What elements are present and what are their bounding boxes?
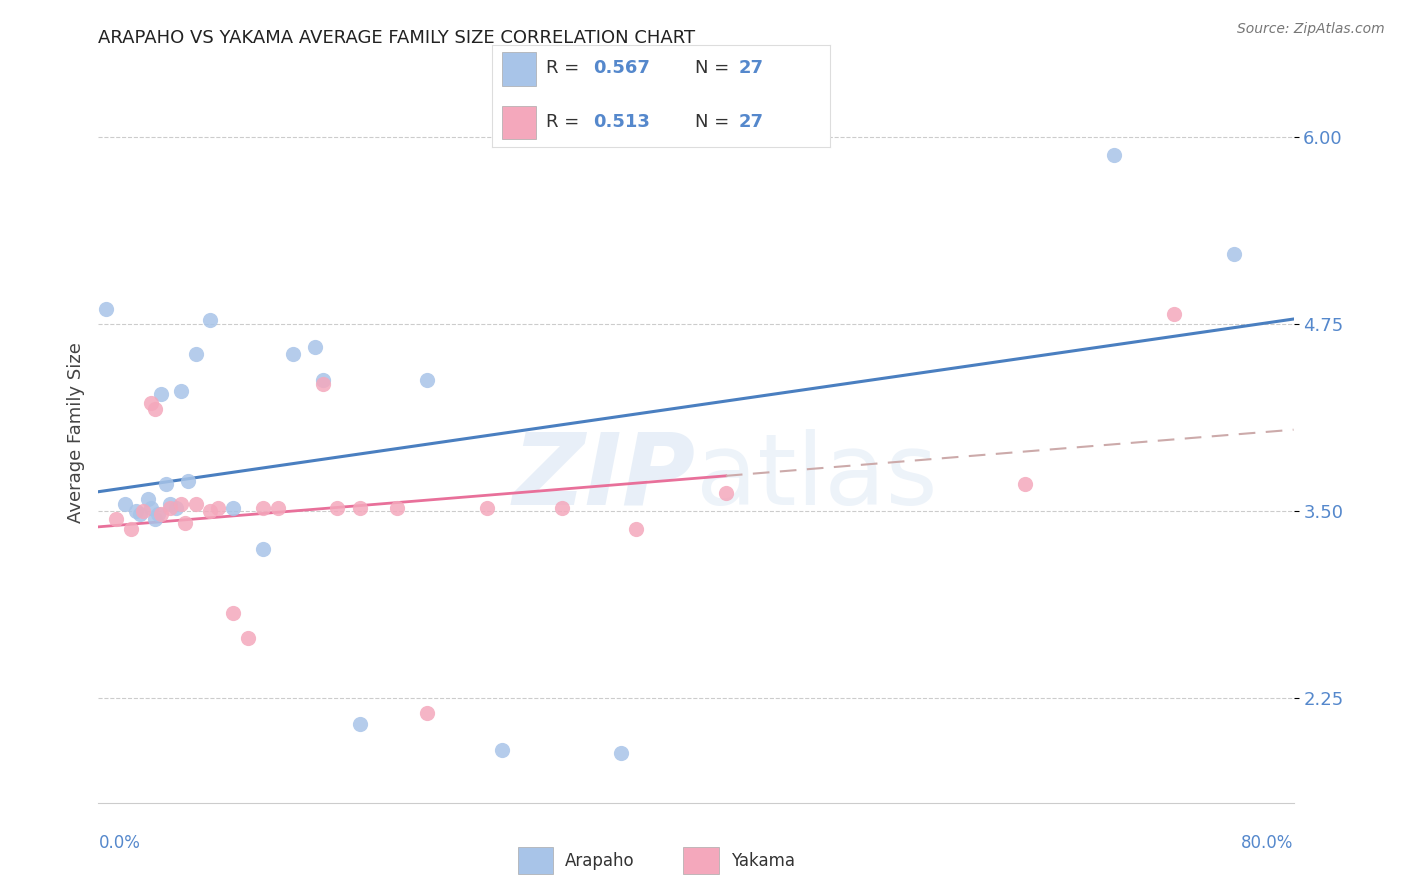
- Point: [416, 706, 439, 720]
- Point: [626, 522, 648, 536]
- FancyBboxPatch shape: [502, 106, 536, 139]
- Point: [349, 501, 371, 516]
- Text: 80.0%: 80.0%: [1241, 834, 1294, 852]
- Point: [159, 497, 181, 511]
- Point: [120, 522, 142, 536]
- Point: [610, 747, 633, 761]
- Point: [125, 504, 148, 518]
- Point: [143, 511, 166, 525]
- Point: [139, 501, 162, 516]
- Text: 27: 27: [738, 59, 763, 78]
- Point: [385, 501, 409, 516]
- Point: [475, 501, 498, 516]
- Text: R =: R =: [546, 59, 585, 78]
- Point: [311, 372, 333, 386]
- Text: N =: N =: [695, 59, 734, 78]
- Point: [169, 497, 191, 511]
- Point: [159, 501, 181, 516]
- Point: [1014, 477, 1036, 491]
- Text: Arapaho: Arapaho: [565, 852, 636, 870]
- Point: [148, 507, 170, 521]
- FancyBboxPatch shape: [502, 53, 536, 86]
- Text: Source: ZipAtlas.com: Source: ZipAtlas.com: [1237, 22, 1385, 37]
- Point: [150, 387, 173, 401]
- Point: [169, 384, 191, 399]
- FancyBboxPatch shape: [683, 847, 718, 874]
- Text: R =: R =: [546, 113, 585, 131]
- Point: [165, 501, 187, 516]
- FancyBboxPatch shape: [517, 847, 554, 874]
- Point: [177, 474, 200, 488]
- Text: 0.0%: 0.0%: [98, 834, 141, 852]
- Point: [139, 396, 162, 410]
- Point: [184, 347, 207, 361]
- Point: [326, 501, 349, 516]
- Point: [304, 340, 326, 354]
- Point: [129, 507, 152, 521]
- Point: [281, 347, 304, 361]
- Y-axis label: Average Family Size: Average Family Size: [66, 343, 84, 523]
- Point: [207, 501, 229, 516]
- Point: [94, 302, 117, 317]
- Point: [136, 492, 159, 507]
- Point: [1104, 148, 1126, 162]
- Text: 0.567: 0.567: [593, 59, 650, 78]
- Point: [252, 541, 274, 556]
- Text: atlas: atlas: [696, 428, 938, 525]
- Point: [1163, 307, 1185, 321]
- Text: 27: 27: [738, 113, 763, 131]
- Point: [200, 504, 222, 518]
- Point: [143, 402, 166, 417]
- Point: [1223, 247, 1246, 261]
- Point: [491, 743, 513, 757]
- Point: [252, 501, 274, 516]
- Point: [349, 716, 371, 731]
- Text: Yakama: Yakama: [731, 852, 794, 870]
- Text: ZIP: ZIP: [513, 428, 696, 525]
- Point: [200, 312, 222, 326]
- Point: [550, 501, 572, 516]
- Point: [155, 477, 177, 491]
- Point: [311, 377, 333, 392]
- Text: ARAPAHO VS YAKAMA AVERAGE FAMILY SIZE CORRELATION CHART: ARAPAHO VS YAKAMA AVERAGE FAMILY SIZE CO…: [98, 29, 696, 47]
- Point: [184, 497, 207, 511]
- Point: [267, 501, 290, 516]
- Point: [236, 632, 259, 646]
- Point: [114, 497, 136, 511]
- Text: N =: N =: [695, 113, 734, 131]
- Point: [416, 372, 439, 386]
- Point: [105, 511, 128, 525]
- Point: [222, 501, 245, 516]
- Text: 0.513: 0.513: [593, 113, 650, 131]
- Point: [150, 507, 173, 521]
- Point: [222, 606, 245, 620]
- Point: [714, 486, 737, 500]
- Point: [132, 504, 155, 518]
- Point: [174, 516, 197, 530]
